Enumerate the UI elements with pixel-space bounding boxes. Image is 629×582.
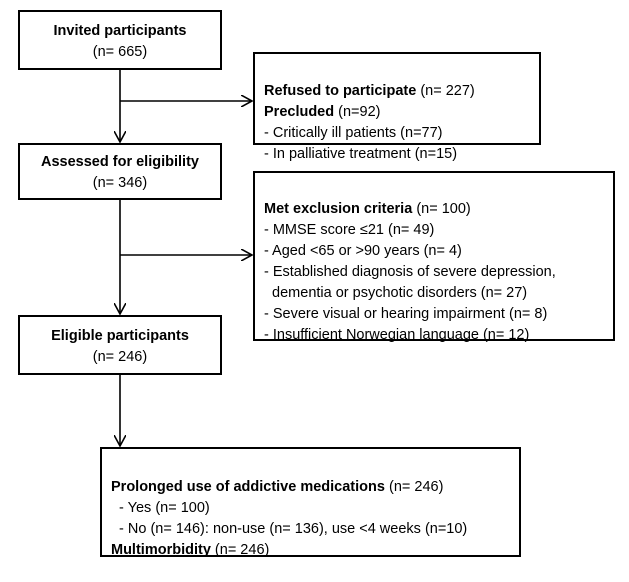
line: - Aged <65 or >90 years (n= 4) (264, 243, 462, 259)
node: Met exclusion criteria (n= 100) - MMSE sc… (253, 171, 615, 343)
count: (n= 246) (214, 542, 270, 558)
label: Prolonged use of addictive medications (111, 479, 385, 495)
node: Assessed for eligibility (n= 346) (18, 143, 222, 200)
node-title: Invited participants (53, 23, 187, 39)
line: Multimorbidity (n= 246) (111, 540, 519, 561)
arrows (0, 70, 629, 544)
node: Invited participants (n= 665) (18, 10, 222, 70)
line: - No (n= 146): non-use (n= 136), use <4 … (111, 521, 468, 537)
node: Refused to participate (n= 227) Precluded… (253, 52, 541, 162)
node-count: (n= 665) (92, 44, 148, 60)
count: (n= 100) (416, 201, 471, 217)
node-title: Eligible participants (51, 328, 189, 344)
count: (n= 246) (388, 479, 444, 495)
line: - Yes (n= 100) (111, 500, 210, 516)
node: Prolonged use of addictive medications (… (100, 447, 521, 558)
line: - Established diagnosis of severe depres… (264, 264, 556, 280)
count: (n=92) (338, 104, 381, 120)
node-count: (n= 246) (92, 349, 148, 365)
node: Eligible participants (n= 246) (18, 315, 222, 375)
line: - Critically ill patients (n=77) (264, 125, 443, 141)
line: - Insufficient Norwegian language (n= 12… (264, 327, 530, 343)
line: - MMSE score ≤21 (n= 49) (264, 222, 435, 238)
node-count: (n= 346) (92, 175, 148, 191)
line: - Severe visual or hearing impairment (n… (264, 306, 548, 322)
line: dementia or psychotic disorders (n= 27) (264, 285, 528, 301)
page: Invited participants (n= 665) Refused to… (0, 10, 629, 558)
line: Met exclusion criteria (n= 100) (264, 199, 613, 220)
label: Met exclusion criteria (264, 201, 413, 217)
node-title: Assessed for eligibility (41, 154, 199, 170)
line: Prolonged use of addictive medications (… (111, 477, 519, 498)
label: Precluded (264, 104, 335, 120)
line: Refused to participate (n= 227) (264, 81, 539, 102)
line: - In palliative treatment (n=15) (264, 146, 458, 162)
label: Multimorbidity (111, 542, 211, 558)
count: (n= 227) (420, 83, 475, 99)
label: Refused to participate (264, 83, 417, 99)
line: Precluded (n=92) (264, 102, 539, 123)
